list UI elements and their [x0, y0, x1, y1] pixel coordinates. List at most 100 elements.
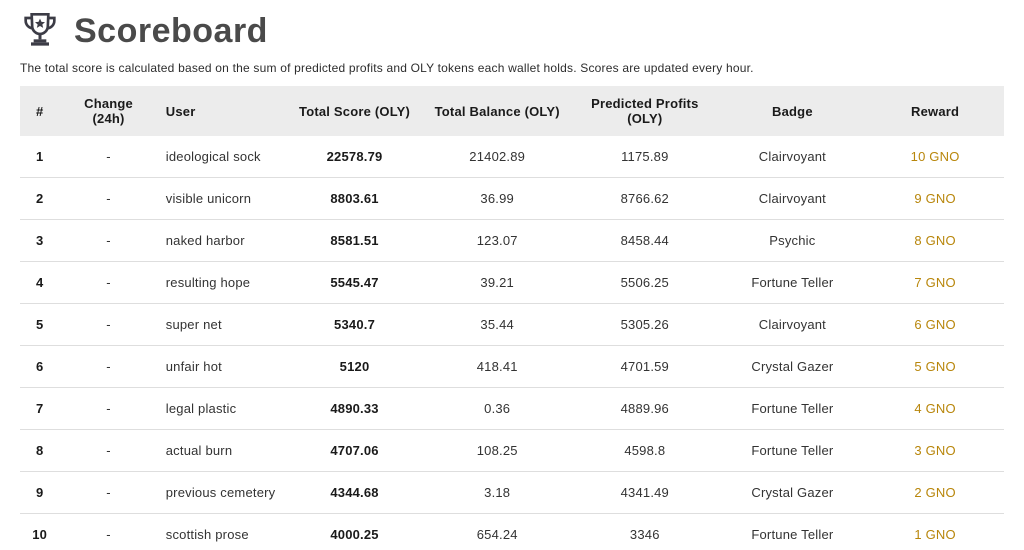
user-cell: previous cemetery — [157, 471, 286, 514]
badge-cell: Clairvoyant — [718, 303, 867, 346]
predicted-profits-cell: 5506.25 — [571, 261, 719, 304]
table-row: 10 - scottish prose 4000.25 654.24 3346 … — [20, 513, 1004, 550]
change-cell: - — [59, 387, 158, 430]
total-score-cell: 4000.25 — [285, 513, 424, 550]
total-balance-cell: 654.24 — [423, 513, 571, 550]
predicted-profits-cell: 5305.26 — [571, 303, 719, 346]
rank-cell: 1 — [20, 136, 60, 178]
scoreboard-rows: 1 - ideological sock 22578.79 21402.89 1… — [20, 136, 1004, 550]
scoreboard-table: # Change (24h) User Total Score (OLY) To… — [20, 86, 1004, 550]
column-header-rank: # — [20, 86, 60, 136]
change-cell: - — [59, 303, 158, 346]
total-balance-cell: 3.18 — [423, 471, 571, 514]
total-score-cell: 22578.79 — [285, 136, 424, 178]
rank-cell: 7 — [20, 387, 60, 430]
rank-cell: 4 — [20, 261, 60, 304]
reward-cell: 4 GNO — [866, 387, 1004, 430]
user-cell: ideological sock — [157, 136, 286, 178]
total-balance-cell: 36.99 — [423, 177, 571, 220]
reward-cell: 6 GNO — [866, 303, 1004, 346]
user-cell: scottish prose — [157, 513, 286, 550]
predicted-profits-cell: 8458.44 — [571, 219, 719, 262]
reward-cell: 3 GNO — [866, 429, 1004, 472]
reward-cell: 10 GNO — [866, 136, 1004, 178]
table-row: 4 - resulting hope 5545.47 39.21 5506.25… — [20, 261, 1004, 304]
badge-cell: Fortune Teller — [718, 513, 867, 550]
total-balance-cell: 21402.89 — [423, 136, 571, 178]
change-cell: - — [59, 471, 158, 514]
change-cell: - — [59, 513, 158, 550]
user-cell: super net — [157, 303, 286, 346]
column-header-total-score: Total Score (OLY) — [285, 86, 424, 136]
predicted-profits-cell: 4701.59 — [571, 345, 719, 388]
rank-cell: 3 — [20, 219, 60, 262]
column-header-total-balance: Total Balance (OLY) — [423, 86, 571, 136]
change-cell: - — [59, 219, 158, 262]
reward-cell: 9 GNO — [866, 177, 1004, 220]
column-header-user: User — [157, 86, 286, 136]
table-row: 2 - visible unicorn 8803.61 36.99 8766.6… — [20, 177, 1004, 220]
scoreboard-description: The total score is calculated based on t… — [20, 61, 754, 75]
user-cell: legal plastic — [157, 387, 286, 430]
user-cell: unfair hot — [157, 345, 286, 388]
reward-cell: 7 GNO — [866, 261, 1004, 304]
predicted-profits-cell: 4341.49 — [571, 471, 719, 514]
total-score-cell: 5545.47 — [285, 261, 424, 304]
user-cell: resulting hope — [157, 261, 286, 304]
table-row: 8 - actual burn 4707.06 108.25 4598.8 Fo… — [20, 429, 1004, 472]
total-balance-cell: 418.41 — [423, 345, 571, 388]
table-row: 9 - previous cemetery 4344.68 3.18 4341.… — [20, 471, 1004, 514]
badge-cell: Fortune Teller — [718, 429, 867, 472]
badge-cell: Fortune Teller — [718, 387, 867, 430]
total-score-cell: 4344.68 — [285, 471, 424, 514]
table-row: 5 - super net 5340.7 35.44 5305.26 Clair… — [20, 303, 1004, 346]
reward-cell: 8 GNO — [866, 219, 1004, 262]
reward-cell: 1 GNO — [866, 513, 1004, 550]
total-score-cell: 4890.33 — [285, 387, 424, 430]
page-title: Scoreboard — [74, 11, 268, 50]
table-header-row: # Change (24h) User Total Score (OLY) To… — [20, 86, 1004, 136]
table-row: 6 - unfair hot 5120 418.41 4701.59 Cryst… — [20, 345, 1004, 388]
user-cell: actual burn — [157, 429, 286, 472]
column-header-reward: Reward — [866, 86, 1004, 136]
rank-cell: 8 — [20, 429, 60, 472]
badge-cell: Psychic — [718, 219, 867, 262]
predicted-profits-cell: 4889.96 — [571, 387, 719, 430]
column-header-change: Change (24h) — [59, 86, 158, 136]
total-balance-cell: 108.25 — [423, 429, 571, 472]
badge-cell: Crystal Gazer — [718, 345, 867, 388]
change-cell: - — [59, 261, 158, 304]
change-cell: - — [59, 345, 158, 388]
table-row: 3 - naked harbor 8581.51 123.07 8458.44 … — [20, 219, 1004, 262]
total-balance-cell: 123.07 — [423, 219, 571, 262]
predicted-profits-cell: 1175.89 — [571, 136, 719, 178]
rank-cell: 10 — [20, 513, 60, 550]
total-balance-cell: 35.44 — [423, 303, 571, 346]
badge-cell: Fortune Teller — [718, 261, 867, 304]
rank-cell: 6 — [20, 345, 60, 388]
change-cell: - — [59, 136, 158, 178]
user-cell: visible unicorn — [157, 177, 286, 220]
total-score-cell: 8581.51 — [285, 219, 424, 262]
rank-cell: 5 — [20, 303, 60, 346]
badge-cell: Clairvoyant — [718, 177, 867, 220]
badge-cell: Crystal Gazer — [718, 471, 867, 514]
total-score-cell: 4707.06 — [285, 429, 424, 472]
reward-cell: 5 GNO — [866, 345, 1004, 388]
predicted-profits-cell: 3346 — [571, 513, 719, 550]
rank-cell: 9 — [20, 471, 60, 514]
change-cell: - — [59, 177, 158, 220]
badge-cell: Clairvoyant — [718, 136, 867, 178]
column-header-predicted-profits: Predicted Profits (OLY) — [571, 86, 719, 136]
reward-cell: 2 GNO — [866, 471, 1004, 514]
user-cell: naked harbor — [157, 219, 286, 262]
total-score-cell: 5340.7 — [285, 303, 424, 346]
change-cell: - — [59, 429, 158, 472]
total-balance-cell: 0.36 — [423, 387, 571, 430]
rank-cell: 2 — [20, 177, 60, 220]
predicted-profits-cell: 4598.8 — [571, 429, 719, 472]
page-header: Scoreboard — [20, 10, 1004, 52]
predicted-profits-cell: 8766.62 — [571, 177, 719, 220]
trophy-icon — [20, 10, 60, 52]
